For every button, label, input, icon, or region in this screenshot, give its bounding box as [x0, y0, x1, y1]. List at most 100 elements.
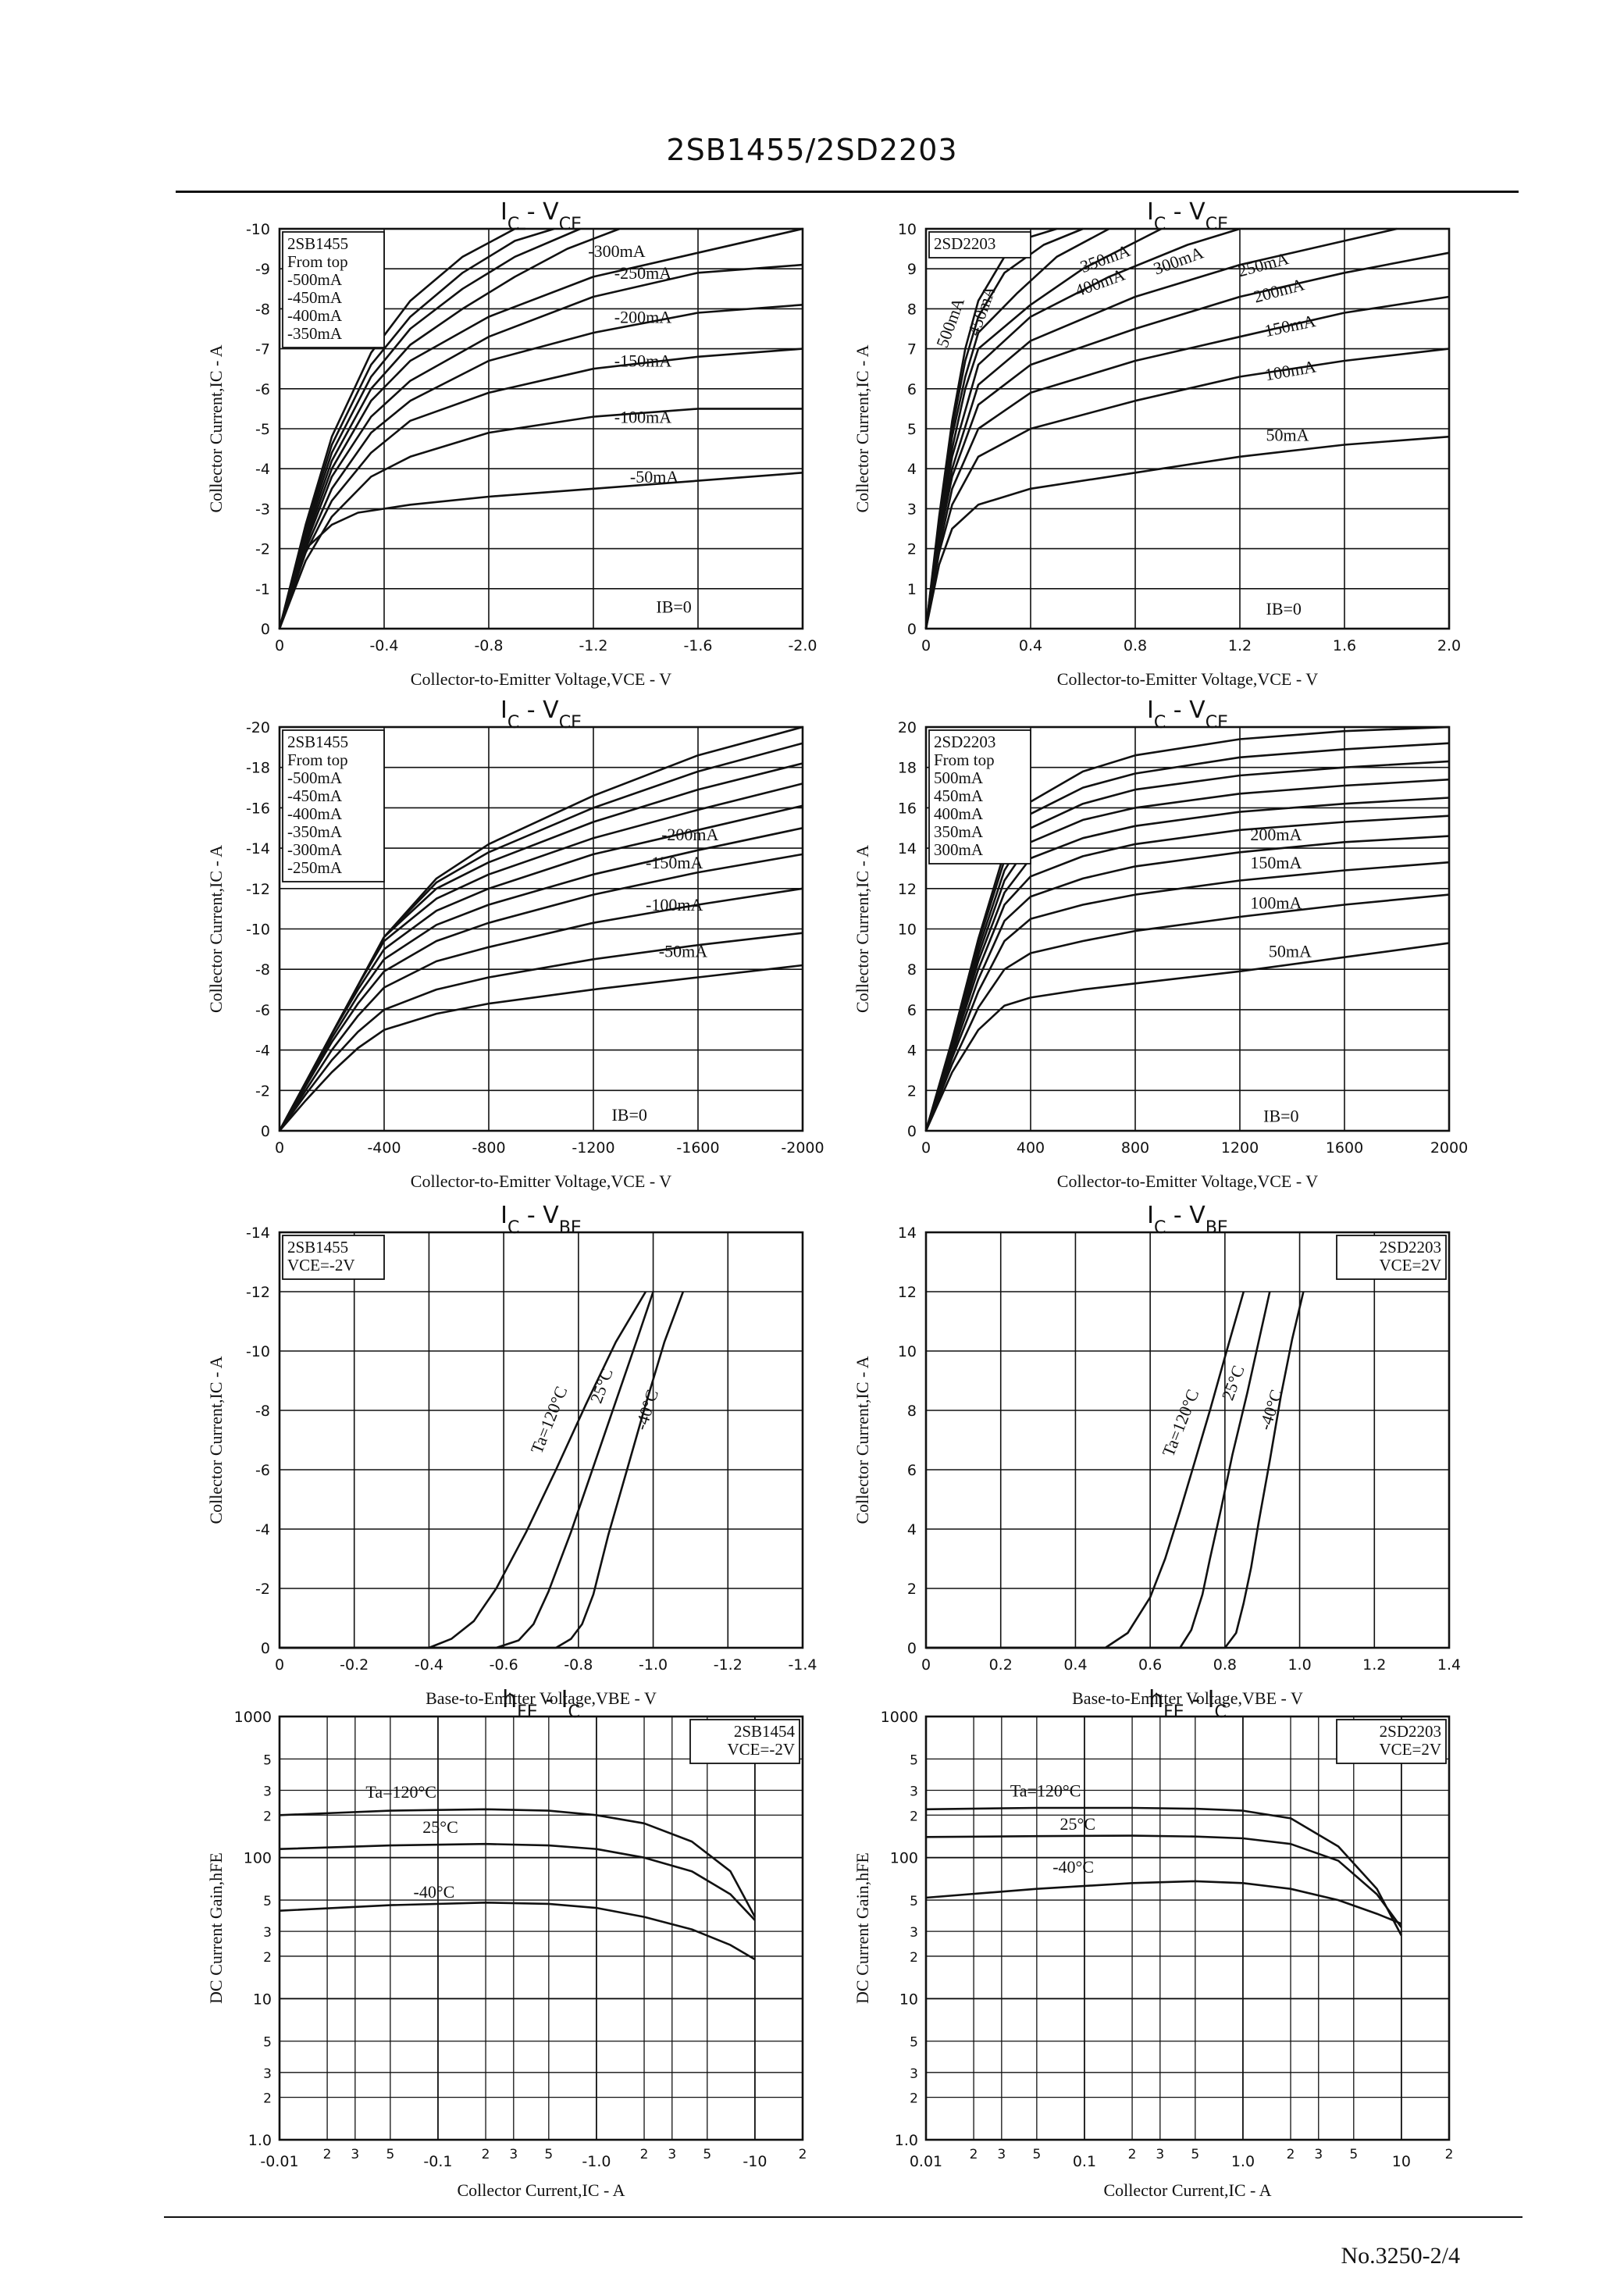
y-tick-label: -12: [246, 881, 270, 898]
chart-title: IC - VCE: [500, 198, 582, 234]
legend-entry: 2SD2203: [934, 733, 995, 751]
chart-d-ic-vbe: IC - VBE 0 0.2 0.4 0.6 0.8 1.0 1.2 1.4 0 2 4 6 8 10 12 1…: [853, 1202, 1461, 1708]
series-line: [280, 1291, 685, 1649]
legend-entry: -400mA: [287, 804, 343, 823]
x-tick-label: 2: [640, 2147, 649, 2162]
legend-entry: 2SB1455: [287, 733, 348, 751]
curve-label: 500mA: [932, 295, 968, 351]
y-tick-label: 6: [907, 1462, 917, 1479]
y-tick-label: -6: [255, 1002, 270, 1019]
series-line: [926, 1291, 1271, 1649]
chart-title: IC - VCE: [500, 697, 582, 733]
series-line: [279, 1842, 756, 1921]
y-tick-label: 10: [899, 1991, 918, 2008]
y-tick-label: 4: [907, 461, 917, 478]
x-tick-label: 1.4: [1437, 1656, 1461, 1674]
curve-label: Ta=120°C: [1158, 1386, 1202, 1459]
x-tick-label: 2000: [1430, 1139, 1468, 1157]
curve-label: Ta=120°C: [1010, 1781, 1081, 1801]
chart-d-ic-vce-high: IC - VCE 0 400 800 1200 1600 2000 0 2 4 6 8 10 12 14 16…: [853, 697, 1468, 1191]
y-axis-label: DC Current Gain,hFE: [853, 1852, 872, 2004]
y-tick-label: 14: [898, 1225, 917, 1242]
series-line: [924, 295, 1450, 629]
series-line: [925, 1806, 1403, 1937]
curve-label: -40°C: [414, 1882, 455, 1902]
x-tick-label: -0.8: [474, 637, 503, 654]
plot-grid: [279, 1716, 803, 2141]
legend-entry: 2SB1455: [287, 1238, 348, 1257]
x-tick-label: 2.0: [1437, 637, 1461, 654]
series-line: [278, 932, 803, 1132]
legend-entry: -350mA: [287, 822, 343, 841]
series-line: [278, 227, 555, 629]
x-tick-label: -0.6: [490, 1656, 518, 1674]
legend-entry: 2SD2203: [1380, 1722, 1441, 1741]
x-tick-label: 0.2: [989, 1656, 1013, 1674]
header-rule: [176, 191, 1519, 193]
chart-b-ic-vce-low: IC - VCE 0 -0.4 -0.8 -1.2 -1.6 -2.0 0 -1 -2 -3 -4 -5…: [206, 198, 817, 689]
series-line: [924, 835, 1450, 1132]
legend-entry: From top: [287, 750, 348, 769]
curve-label: IB=0: [656, 597, 691, 617]
y-tick-label: -10: [246, 221, 270, 238]
y-tick-label: 2: [263, 1950, 272, 1966]
series-line: [278, 304, 803, 629]
series-line: [926, 1291, 1305, 1649]
x-tick-label: -800: [472, 1139, 505, 1157]
x-tick-label: -2000: [781, 1139, 824, 1157]
x-tick-label: 5: [386, 2147, 394, 2162]
legend-entry: 2SB1454: [734, 1722, 796, 1741]
y-axis-label: Collector Current,IC - A: [853, 344, 872, 512]
legend-entry: VCE=-2V: [287, 1256, 355, 1274]
x-tick-label: -1.4: [788, 1656, 817, 1674]
x-tick-label: 1.0: [1231, 2153, 1255, 2170]
x-tick-label: -1.2: [714, 1656, 743, 1674]
y-tick-label: -16: [246, 800, 270, 817]
curve-label: 150mA: [1250, 853, 1302, 872]
x-tick-label: 800: [1121, 1139, 1149, 1157]
series-line: [924, 435, 1450, 629]
x-tick-label: 5: [544, 2147, 553, 2162]
legend-box: [282, 231, 385, 348]
y-tick-label: 2: [910, 1950, 918, 1966]
y-tick-label: 12: [898, 881, 917, 898]
y-tick-label: -12: [246, 1284, 270, 1301]
curve-label: 450mA: [963, 283, 999, 338]
x-tick-label: 3: [997, 2147, 1006, 2162]
series-line: [924, 348, 1450, 629]
legend-entry: -500mA: [287, 270, 343, 289]
curve-label: 200mA: [1250, 825, 1302, 844]
y-tick-label: 2: [907, 1581, 917, 1598]
curve-label: -50mA: [659, 942, 707, 961]
x-tick-label: -1.0: [582, 2153, 611, 2170]
x-tick-label: 0.4: [1019, 637, 1042, 654]
series-line: [278, 472, 803, 629]
x-tick-label: 3: [1314, 2147, 1323, 2162]
series-line: [278, 227, 525, 629]
y-tick-label: -4: [255, 1521, 270, 1538]
x-tick-label: 0: [275, 1139, 284, 1157]
x-tick-label: 2: [1287, 2147, 1295, 2162]
x-tick-label: 5: [1349, 2147, 1358, 2162]
x-tick-label: 0: [921, 637, 931, 654]
x-tick-label: -400: [367, 1139, 401, 1157]
legend-entry: -450mA: [287, 786, 343, 805]
legend-entry: From top: [287, 252, 348, 271]
curve-label: -50mA: [630, 467, 678, 487]
legend-entry: -400mA: [287, 306, 343, 325]
chart-title: IC - VCE: [1147, 697, 1228, 733]
y-tick-label: 10: [898, 1343, 917, 1360]
series-line: [278, 853, 803, 1132]
plot-grid: [925, 1232, 1450, 1649]
y-tick-label: 3: [910, 1925, 918, 1941]
chart-title: IC - VBE: [500, 1202, 582, 1238]
legend-entry: 450mA: [934, 786, 984, 805]
series-line: [278, 227, 803, 629]
legend-entry: 300mA: [934, 840, 984, 859]
x-tick-label: 0: [275, 1656, 284, 1674]
footer-rule: [164, 2216, 1522, 2218]
curve-label: IB=0: [611, 1105, 646, 1125]
series-line: [924, 760, 1450, 1132]
legend-entry: -250mA: [287, 858, 343, 877]
